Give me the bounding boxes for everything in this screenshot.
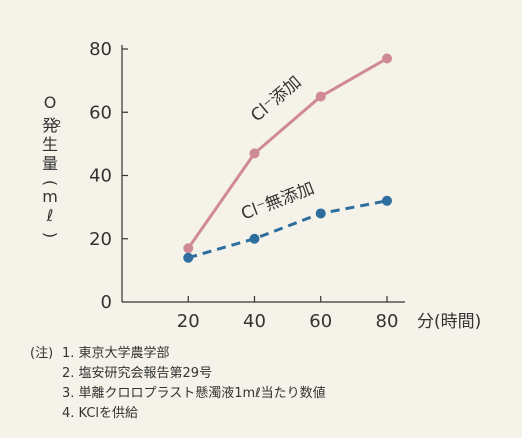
data-point (249, 233, 260, 244)
footnote-2: 2. 塩安研究会報告第29号 (62, 366, 213, 381)
footnote-row: 3. 単離クロロプラスト懸濁液1mℓ当たり数値 (30, 384, 326, 404)
data-point (382, 53, 392, 64)
y-axis-title-char: ℓ (46, 206, 54, 225)
x-tick-label: 80 (376, 311, 399, 332)
y-axis-title-char: ) (41, 232, 60, 238)
data-point (382, 195, 392, 206)
footnote-3: 3. 単離クロロプラスト懸濁液1mℓ当たり数値 (62, 386, 326, 401)
axes: 0 20 40 60 80 20 40 60 80 (89, 39, 405, 332)
series-layer (183, 53, 392, 263)
y-tick-label: 60 (89, 102, 112, 123)
y-axis-title-char: 発 (42, 116, 58, 135)
footnotes: (注) 1. 東京大学農学部 2. 塩安研究会報告第29号 3. 単離クロロプラス… (30, 344, 326, 424)
y-axis-title-char: 量 (42, 154, 58, 173)
x-axis-title: 分(時間) (417, 312, 481, 332)
series-1 (183, 53, 392, 254)
y-tick-label: 80 (89, 39, 112, 60)
footnote-4: 4. KClを供給 (62, 406, 139, 421)
y-axis-title-char: O (44, 93, 57, 112)
y-axis-title-char: ( (41, 180, 60, 186)
series-label: Cl⁻無添加 (239, 178, 318, 224)
x-tick-label: 60 (309, 311, 332, 332)
footnote-row: (注) 1. 東京大学農学部 (30, 344, 326, 364)
y-axis-title-char: m (42, 187, 58, 206)
data-point (183, 252, 194, 263)
data-point (315, 91, 326, 102)
data-point (183, 243, 194, 254)
y-tick-label: 20 (89, 229, 112, 250)
footnote-1: 1. 東京大学農学部 (62, 346, 170, 361)
x-tick-label: 40 (243, 311, 266, 332)
y-axis-title-char: 生 (42, 135, 58, 154)
y-tick-label: 40 (89, 166, 112, 187)
data-point (315, 208, 326, 219)
x-tick-label: 20 (177, 311, 200, 332)
footnote-row: 4. KClを供給 (30, 404, 326, 424)
series-2 (183, 195, 392, 263)
footnote-row: 2. 塩安研究会報告第29号 (30, 364, 326, 384)
data-point (249, 148, 260, 159)
footnote-prefix: (注) (30, 346, 54, 361)
y-axis-title-char: 2 (55, 119, 61, 130)
series-line (187, 57, 388, 250)
y-tick-label: 0 (101, 292, 112, 313)
series-line (187, 199, 388, 260)
